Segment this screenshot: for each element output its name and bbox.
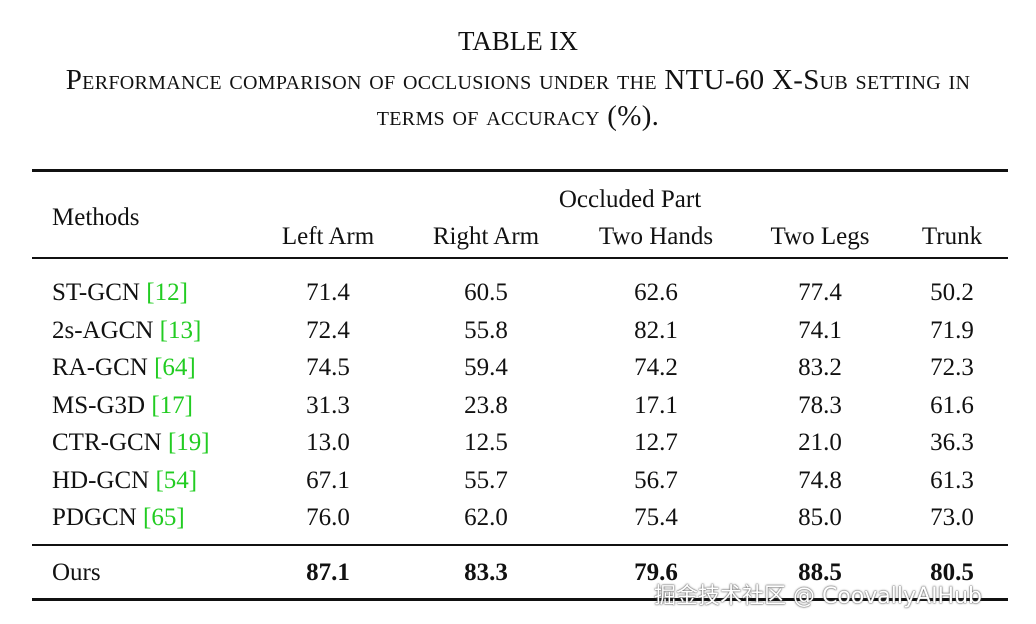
- value-cell: 12.7: [634, 429, 678, 456]
- value-cell: 87.1: [306, 559, 350, 586]
- citation: [17]: [151, 391, 193, 419]
- value-cell: 74.5: [306, 354, 350, 381]
- value-cell: 74.8: [798, 466, 842, 494]
- citation: [64]: [154, 354, 196, 381]
- method-cell: PDGCN [65]: [52, 503, 185, 533]
- value-cell: 79.6: [634, 559, 678, 586]
- value-cell: 74.1: [798, 316, 842, 344]
- value-cell: 72.3: [930, 354, 974, 381]
- method-name: 2s-AGCN: [52, 316, 154, 344]
- value-cell: 71.9: [930, 316, 974, 344]
- value-cell: 75.4: [634, 504, 678, 531]
- citation: [12]: [146, 279, 188, 306]
- method-name: RA-GCN: [52, 354, 148, 381]
- method-cell: HD-GCN [54]: [52, 466, 197, 496]
- value-cell: 76.0: [306, 504, 350, 531]
- method-cell: MS-G3D [17]: [52, 391, 193, 421]
- value-cell: 61.6: [930, 391, 974, 419]
- value-cell: 77.4: [798, 279, 842, 306]
- methods-header: Methods: [52, 204, 140, 231]
- mid-rule: [32, 544, 1008, 546]
- method-name: Ours: [52, 559, 101, 586]
- method-cell: RA-GCN [64]: [52, 353, 196, 383]
- value-cell: 50.2: [930, 279, 974, 306]
- value-cell: 17.1: [634, 391, 678, 419]
- value-cell: 62.0: [464, 504, 508, 531]
- column-header: Right Arm: [432, 223, 540, 250]
- watermark: 掘金技术社区 @ CoovallyAIHub: [654, 584, 983, 609]
- value-cell: 83.2: [798, 354, 842, 381]
- column-header: Left Arm: [281, 223, 375, 250]
- value-cell: 62.6: [634, 279, 678, 306]
- column-header: Two Legs: [770, 223, 870, 250]
- citation: [19]: [167, 429, 210, 456]
- method-name: ST-GCN: [52, 279, 140, 306]
- method-cell: ST-GCN [12]: [52, 278, 188, 308]
- method-name: CTR-GCN: [52, 429, 162, 456]
- value-cell: 78.3: [798, 391, 842, 419]
- value-cell: 23.8: [464, 391, 508, 419]
- method-name: PDGCN: [52, 504, 137, 531]
- value-cell: 61.3: [930, 466, 974, 494]
- citation: [54]: [155, 466, 198, 494]
- header-rule: [32, 257, 1008, 259]
- value-cell: 88.5: [798, 559, 842, 586]
- value-cell: 83.3: [464, 559, 508, 586]
- value-cell: 21.0: [798, 429, 842, 456]
- value-cell: 71.4: [306, 279, 350, 306]
- value-cell: 72.4: [306, 316, 350, 344]
- group-header: Occluded Part: [558, 186, 702, 213]
- value-cell: 55.7: [464, 466, 508, 494]
- method-cell: 2s-AGCN [13]: [52, 316, 201, 346]
- value-cell: 55.8: [464, 316, 508, 344]
- caption: Performance comparison of occlusions und…: [65, 64, 971, 132]
- value-cell: 74.2: [634, 354, 678, 381]
- top-rule: [32, 169, 1008, 172]
- value-cell: 59.4: [464, 354, 508, 381]
- bottom-rule: [32, 598, 1008, 601]
- value-cell: 82.1: [634, 316, 678, 344]
- column-header: Two Hands: [598, 223, 714, 250]
- method-name: HD-GCN: [52, 466, 150, 494]
- citation: [13]: [159, 316, 202, 344]
- table-title: TABLE IX: [457, 26, 579, 56]
- value-cell: 31.3: [306, 391, 350, 419]
- value-cell: 60.5: [464, 279, 508, 306]
- method-cell: CTR-GCN [19]: [52, 428, 210, 458]
- value-cell: 36.3: [930, 429, 974, 456]
- value-cell: 67.1: [306, 466, 350, 494]
- value-cell: 56.7: [634, 466, 678, 494]
- value-cell: 13.0: [306, 429, 350, 456]
- value-cell: 12.5: [464, 429, 508, 456]
- citation: [65]: [143, 504, 185, 531]
- value-cell: 85.0: [798, 504, 842, 531]
- method-name: MS-G3D: [52, 391, 146, 419]
- value-cell: 80.5: [930, 559, 974, 586]
- value-cell: 73.0: [930, 504, 974, 531]
- column-header: Trunk: [921, 223, 983, 250]
